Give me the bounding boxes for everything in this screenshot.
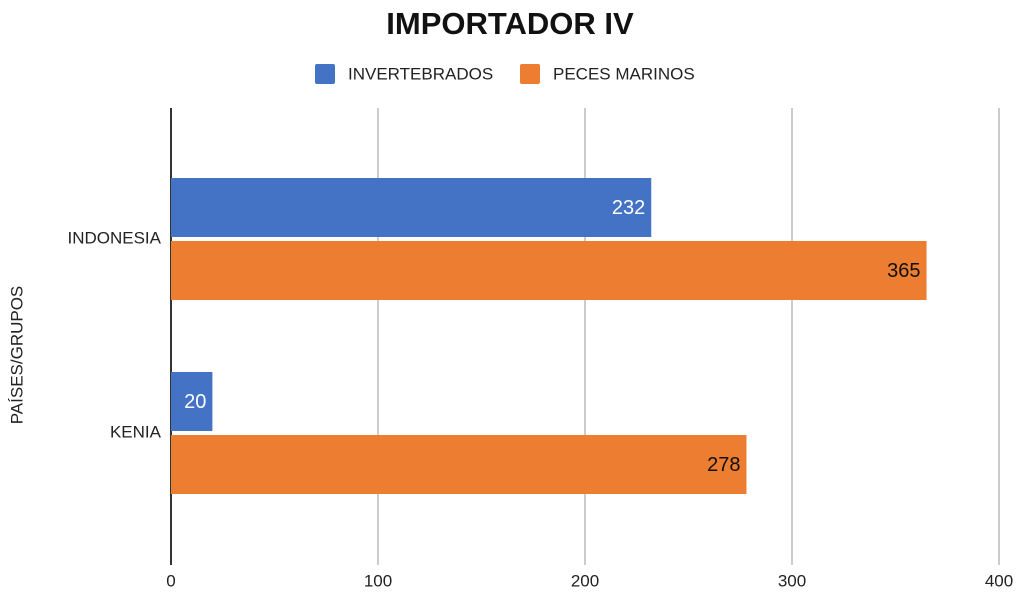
y-tick-label: KENIA bbox=[110, 422, 162, 441]
x-tick-label: 100 bbox=[364, 571, 392, 590]
data-label: 278 bbox=[707, 454, 740, 476]
bar bbox=[171, 372, 213, 431]
data-label: 20 bbox=[184, 391, 206, 413]
y-axis-label: PAÍSES/GRUPOS bbox=[7, 286, 26, 425]
chart-title: IMPORTADOR IV bbox=[386, 6, 634, 41]
legend-swatch bbox=[315, 64, 335, 84]
bar bbox=[171, 435, 747, 494]
x-tick-label: 200 bbox=[571, 571, 599, 590]
data-label: 365 bbox=[887, 260, 920, 282]
y-tick-label: INDONESIA bbox=[67, 228, 161, 247]
legend-swatch bbox=[520, 64, 540, 84]
x-tick-label: 400 bbox=[985, 571, 1013, 590]
x-tick-label: 300 bbox=[778, 571, 806, 590]
legend-label: PECES MARINOS bbox=[553, 64, 695, 83]
legend-label: INVERTEBRADOS bbox=[348, 64, 493, 83]
data-label: 232 bbox=[612, 197, 645, 219]
bar bbox=[171, 241, 927, 300]
x-tick-label: 0 bbox=[166, 571, 175, 590]
bar bbox=[171, 178, 652, 237]
